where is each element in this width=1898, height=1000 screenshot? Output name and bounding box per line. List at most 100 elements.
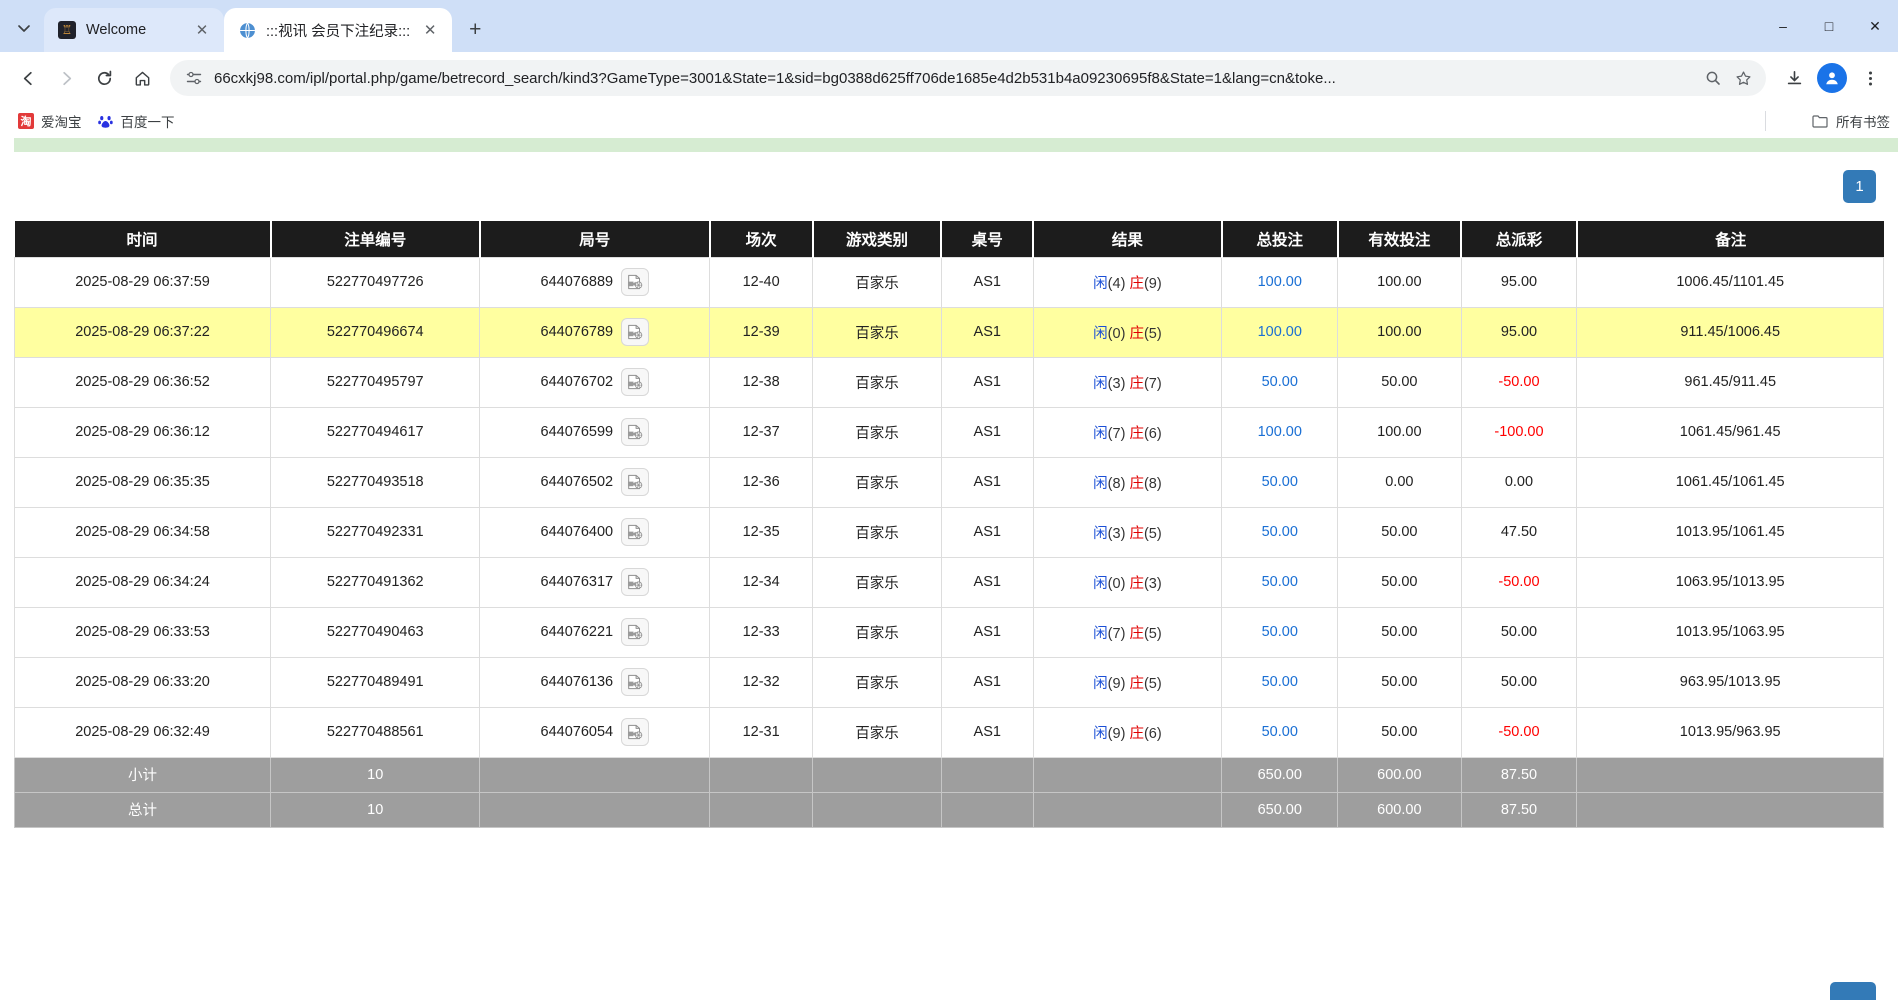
- table-row[interactable]: 2025-08-29 06:32:49 522770488561 644076054…: [13, 706, 1884, 758]
- cell-round[interactable]: 644076702: [479, 356, 711, 408]
- reload-icon[interactable]: [86, 60, 122, 96]
- video-icon[interactable]: [621, 418, 650, 446]
- pagination-page-1[interactable]: 1: [1843, 170, 1876, 203]
- result-banker-value: (5): [1143, 525, 1162, 542]
- close-icon[interactable]: ✕: [195, 22, 209, 39]
- column-header-round: 局号: [479, 221, 711, 257]
- table-header: 时间 注单编号 局号 场次 游戏类别 桌号 结果 总投注 有效投注 总派彩 备注: [14, 221, 1884, 257]
- all-bookmarks-button[interactable]: 所有书签: [1800, 104, 1890, 138]
- star-icon[interactable]: [1728, 63, 1758, 93]
- search-icon[interactable]: [1698, 63, 1728, 93]
- new-tab-button[interactable]: +: [469, 18, 482, 41]
- table-row[interactable]: 2025-08-29 06:36:52 522770495797 644076702…: [13, 356, 1884, 408]
- cell-time: 2025-08-29 06:36:12: [13, 406, 272, 458]
- bottom-pagination-button[interactable]: [1830, 982, 1876, 1000]
- cell-payout: 50.00: [1460, 606, 1578, 658]
- total-bet-value: 100.00: [1257, 424, 1302, 440]
- result-player-label: 闲: [1093, 275, 1108, 292]
- result-player-label: 闲: [1093, 375, 1108, 392]
- kebab-menu-icon[interactable]: [1852, 60, 1888, 96]
- cell-round[interactable]: 644076136: [479, 656, 711, 708]
- tab-title: :::视讯 会员下注纪录:::: [266, 23, 411, 40]
- video-icon[interactable]: [621, 268, 650, 296]
- browser-tab-welcome[interactable]: ♖ Welcome ✕: [44, 8, 224, 52]
- avatar[interactable]: [1817, 63, 1847, 93]
- cell-round[interactable]: 644076221: [479, 606, 711, 658]
- column-header-time: 时间: [14, 221, 272, 257]
- close-icon[interactable]: ✕: [423, 22, 437, 39]
- cell-round[interactable]: 644076054: [479, 706, 711, 758]
- tab-search-chevron-icon[interactable]: [4, 6, 44, 50]
- table-row[interactable]: 2025-08-29 06:34:24 522770491362 644076317…: [13, 556, 1884, 608]
- cell-round[interactable]: 644076317: [479, 556, 711, 608]
- result-banker-label: 庄: [1129, 325, 1144, 342]
- table-row[interactable]: 2025-08-29 06:37:59 522770497726 644076889…: [13, 256, 1884, 308]
- payout-value: 0.00: [1504, 474, 1534, 490]
- cell-time: 2025-08-29 06:34:24: [13, 556, 272, 608]
- table-row[interactable]: 2025-08-29 06:34:58 522770492331 644076400…: [13, 506, 1884, 558]
- cell-payout: -50.00: [1460, 356, 1578, 408]
- video-icon[interactable]: [621, 568, 650, 596]
- bookmark-taobao[interactable]: 淘 爱淘宝: [10, 107, 90, 135]
- address-bar[interactable]: 66cxkj98.com/ipl/portal.php/game/betreco…: [170, 60, 1766, 96]
- minimize-button[interactable]: –: [1779, 18, 1787, 34]
- window-controls: – □ ✕: [1760, 0, 1898, 52]
- back-icon[interactable]: [10, 60, 46, 96]
- round-number: 644076136: [540, 674, 614, 690]
- cell-result: 闲(0) 庄(5): [1032, 306, 1223, 358]
- cell-bet-id: 522770492331: [270, 506, 481, 558]
- total-bet-value: 50.00: [1261, 374, 1298, 390]
- result-banker-label: 庄: [1129, 375, 1144, 392]
- table-row[interactable]: 2025-08-29 06:36:12 522770494617 644076599…: [13, 406, 1884, 458]
- video-icon[interactable]: [621, 518, 650, 546]
- round-number: 644076889: [540, 274, 614, 290]
- summary-blank-game: [812, 756, 942, 793]
- bookmark-baidu[interactable]: 百度一下: [90, 107, 183, 135]
- cell-round[interactable]: 644076400: [479, 506, 711, 558]
- cell-payout: 47.50: [1460, 506, 1578, 558]
- payout-value: -50.00: [1498, 574, 1540, 590]
- cell-result: 闲(4) 庄(9): [1032, 256, 1223, 308]
- cell-game-type: 百家乐: [812, 456, 942, 508]
- result-banker-label: 庄: [1129, 675, 1144, 692]
- maximize-button[interactable]: □: [1824, 18, 1834, 34]
- cell-total-bet: 100.00: [1221, 306, 1339, 358]
- video-icon[interactable]: [621, 618, 650, 646]
- bet-record-table: 时间 注单编号 局号 场次 游戏类别 桌号 结果 总投注 有效投注 总派彩 备注…: [13, 221, 1884, 828]
- table-row[interactable]: 2025-08-29 06:33:20 522770489491 644076136…: [13, 656, 1884, 708]
- total-bet-value: 100.00: [1257, 274, 1302, 290]
- tab-title: Welcome: [86, 22, 147, 38]
- table-row[interactable]: 2025-08-29 06:35:35 522770493518 644076502…: [13, 456, 1884, 508]
- cell-round[interactable]: 644076889: [479, 256, 711, 308]
- summary-payout: 87.50: [1460, 791, 1578, 828]
- cell-memo: 961.45/911.45: [1576, 356, 1884, 408]
- cell-valid-bet: 50.00: [1337, 356, 1462, 408]
- profile-icon[interactable]: [1814, 60, 1850, 96]
- video-icon[interactable]: [621, 468, 650, 496]
- browser-tab-bet-record[interactable]: :::视讯 会员下注纪录::: ✕: [224, 8, 453, 52]
- video-icon[interactable]: [621, 368, 650, 396]
- cell-payout: -50.00: [1460, 556, 1578, 608]
- result-player-label: 闲: [1093, 325, 1108, 342]
- cell-round[interactable]: 644076599: [479, 406, 711, 458]
- forward-icon[interactable]: [48, 60, 84, 96]
- round-number: 644076317: [540, 574, 614, 590]
- close-window-button[interactable]: ✕: [1869, 17, 1881, 34]
- summary-blank-result: [1032, 756, 1223, 793]
- site-settings-icon[interactable]: [184, 68, 204, 88]
- cell-round[interactable]: 644076502: [479, 456, 711, 508]
- cell-bet-id: 522770490463: [270, 606, 481, 658]
- total-bet-value: 50.00: [1261, 624, 1298, 640]
- cell-round[interactable]: 644076789: [479, 306, 711, 358]
- summary-valid-bet: 600.00: [1337, 756, 1462, 793]
- video-icon[interactable]: [621, 718, 650, 746]
- download-icon[interactable]: [1776, 60, 1812, 96]
- bookmarks-divider: [1765, 111, 1766, 131]
- result-banker-value: (7): [1143, 375, 1162, 392]
- table-row[interactable]: 2025-08-29 06:33:53 522770490463 644076221…: [13, 606, 1884, 658]
- video-icon[interactable]: [621, 668, 650, 696]
- video-icon[interactable]: [621, 318, 650, 346]
- home-icon[interactable]: [124, 60, 160, 96]
- cell-bet-id: 522770497726: [270, 256, 481, 308]
- table-row[interactable]: 2025-08-29 06:37:22 522770496674 644076789…: [13, 306, 1884, 358]
